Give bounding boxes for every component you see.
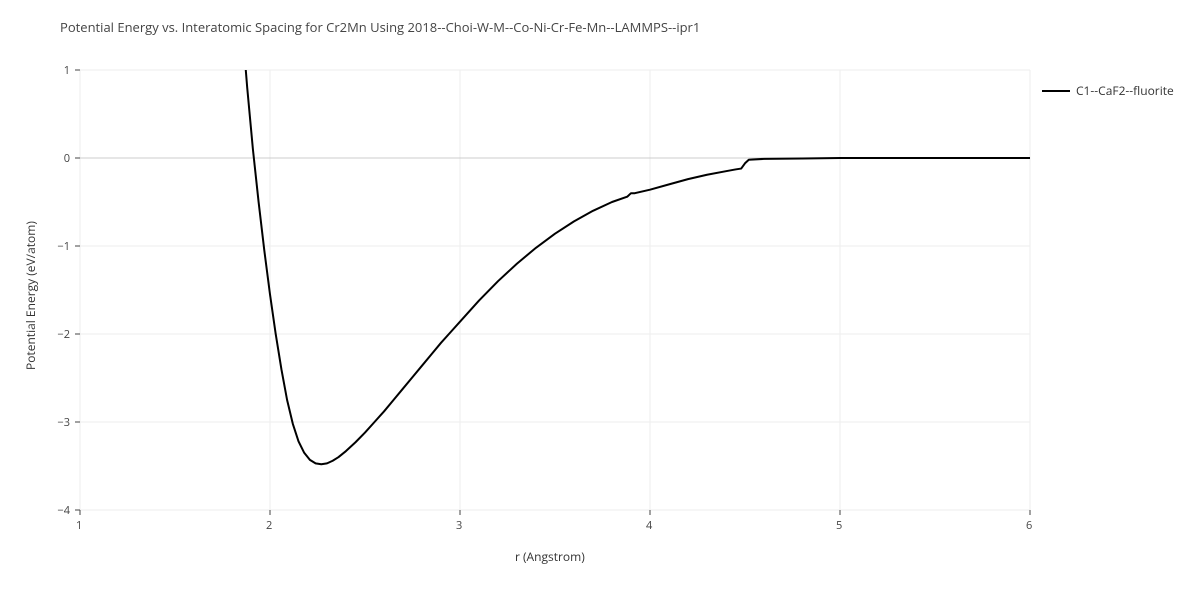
chart-container: { "chart": { "type": "line", "title": "P… — [0, 0, 1200, 600]
x-tick-label: 5 — [836, 518, 842, 533]
legend: C1--CaF2--fluorite — [1042, 82, 1174, 99]
y-tick-label: −4 — [40, 503, 70, 518]
x-tick-label: 1 — [76, 518, 82, 533]
x-tick-label: 6 — [1026, 518, 1032, 533]
plot-svg — [0, 0, 1200, 600]
legend-label: C1--CaF2--fluorite — [1076, 82, 1174, 99]
x-tick-label: 3 — [456, 518, 462, 533]
y-tick-label: −3 — [40, 415, 70, 430]
series-line — [242, 17, 1031, 464]
x-tick-label: 4 — [646, 518, 652, 533]
y-tick-label: −1 — [40, 239, 70, 254]
x-tick-label: 2 — [266, 518, 272, 533]
y-tick-label: 0 — [40, 151, 70, 166]
y-tick-label: −2 — [40, 327, 70, 342]
legend-swatch — [1042, 90, 1070, 92]
y-tick-label: 1 — [40, 63, 70, 78]
